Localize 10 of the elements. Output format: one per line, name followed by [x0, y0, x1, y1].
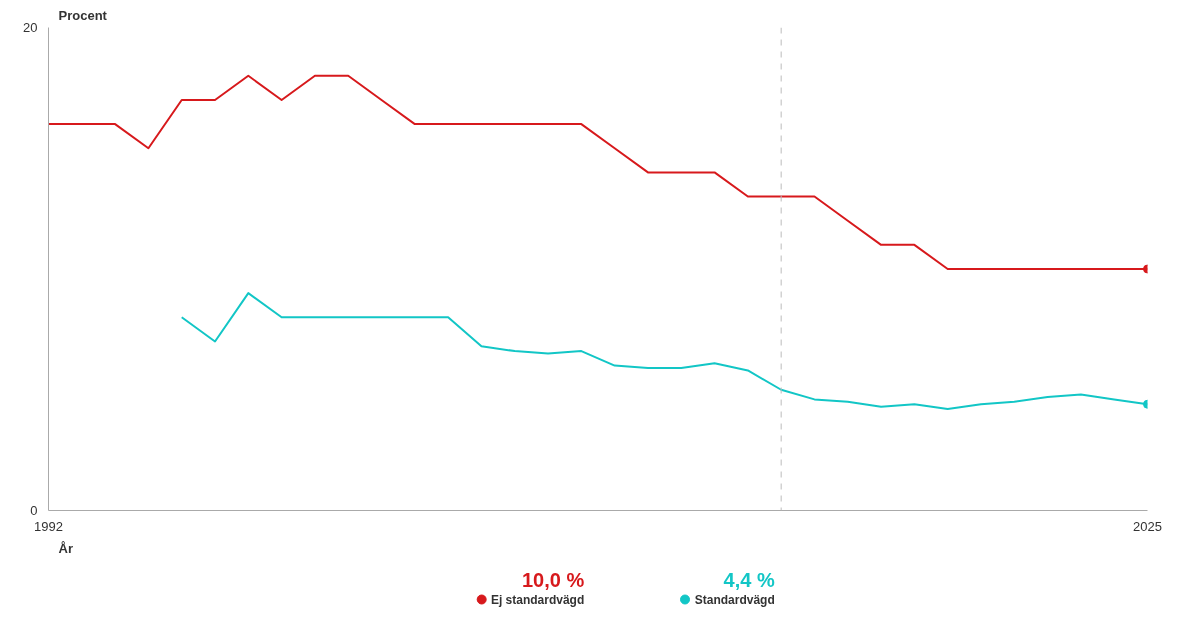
x-tick-label: 1992 — [34, 518, 63, 534]
legend-label: Ej standardvägd — [490, 592, 585, 607]
x-axis-title: År — [58, 540, 73, 556]
y-tick-label: 20 — [23, 20, 38, 35]
text: 10,0 % — [522, 568, 585, 591]
x-tick-label: 2025 — [1133, 518, 1162, 534]
legend-label: Standardvägd — [694, 592, 775, 607]
text: 4,4 % — [723, 568, 775, 591]
y-axis-title: Procent — [58, 7, 108, 23]
y-tick-label: 0 — [30, 503, 38, 518]
